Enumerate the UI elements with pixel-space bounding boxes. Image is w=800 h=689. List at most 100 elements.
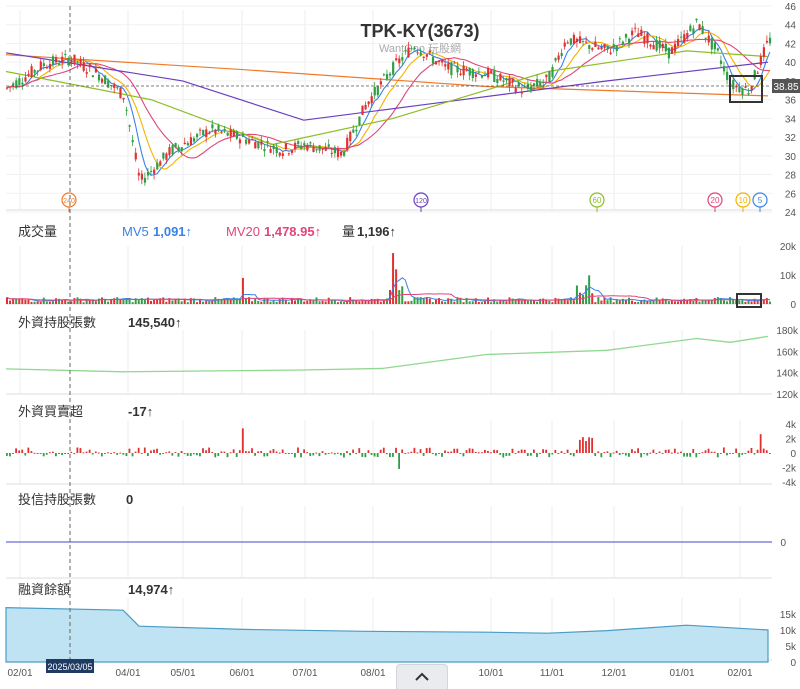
volume-bar [21, 298, 24, 304]
candle-body [330, 152, 333, 154]
volume-bar [517, 298, 520, 304]
candle-body [263, 149, 266, 152]
volume-bar [315, 297, 318, 304]
candle-body [64, 53, 67, 55]
volume-bar [591, 293, 594, 304]
ma240-line [5, 54, 769, 97]
candle-body [315, 148, 318, 151]
volume-panel: 成交量 MV5 1,091↑ MV20 1,478.95↑ 量 1,196↑ 2… [6, 224, 797, 311]
volume-bar [459, 297, 462, 304]
volume-bar [162, 297, 165, 304]
foreign-net-bar [254, 453, 256, 456]
candle-body [416, 52, 419, 54]
foreign-net-bar [226, 453, 229, 458]
foreign-net-bar [159, 453, 161, 455]
candle-body [45, 67, 49, 69]
foreign-net-bar [689, 453, 692, 457]
foreign-holdings-axis: 180k 160k 140k 120k [776, 326, 799, 401]
foreign-net-bar [199, 453, 201, 457]
price-tick-label: 40 [785, 58, 797, 69]
margin-tick-label: 0 [790, 658, 796, 669]
volume-bar [612, 302, 615, 304]
volume-bar [205, 301, 208, 304]
candle-body [493, 70, 496, 82]
volume-bar [505, 301, 508, 304]
volume-bar [287, 302, 290, 304]
foreign-net-bar [652, 449, 655, 453]
volume-bar [260, 301, 263, 304]
candle-body [275, 147, 278, 154]
volume-bar [192, 298, 195, 304]
volume-bar [453, 301, 456, 304]
foreign-net-bar [560, 451, 563, 453]
foreign-net-bar [621, 452, 624, 454]
candle-body [707, 35, 710, 43]
candle-body [358, 116, 361, 125]
volume-bar [658, 300, 661, 304]
candle-body [768, 37, 772, 44]
candle-body [290, 150, 294, 153]
volume-bar [692, 300, 695, 304]
marker-label: 240 [63, 198, 75, 205]
foreign-net-bar [704, 450, 707, 453]
foreign-net-bar [168, 451, 171, 453]
volume-bar [336, 302, 339, 304]
candle-body [79, 59, 82, 65]
volume-bar [631, 300, 634, 304]
foreign-net-bar [729, 453, 731, 454]
volume-bar [722, 300, 725, 304]
scroll-up-button[interactable] [396, 664, 448, 689]
candle-body [312, 147, 315, 152]
mv20-label: MV20 [226, 224, 260, 239]
foreign-net-bar [649, 452, 652, 454]
foreign-net-bar [339, 453, 342, 456]
candle-body [97, 74, 101, 81]
volume-bar [597, 297, 600, 304]
volume-bar [94, 301, 97, 304]
margin-balance-title: 融資餘額 [18, 582, 70, 597]
candle-body [468, 67, 471, 76]
foreign-net-bar [511, 448, 514, 453]
volume-bar [223, 298, 226, 304]
volume-bar [294, 300, 297, 304]
marker-circle [707, 192, 723, 208]
candle-body [21, 82, 24, 85]
candle-body [186, 143, 189, 146]
volume-bar [18, 298, 21, 304]
foreign-net-bar [119, 452, 122, 454]
volume-bar [278, 299, 281, 304]
foreign-net-bar [257, 451, 260, 453]
candle-body [389, 73, 392, 76]
foreign-net-bar [361, 453, 364, 457]
candle-body [765, 40, 769, 43]
volume-bar [48, 301, 51, 304]
candle-body [395, 58, 398, 61]
foreign-net-bar [692, 449, 695, 453]
volume-bar [428, 298, 431, 304]
volume-bar [300, 299, 303, 304]
candle-body [422, 56, 425, 58]
foreign-net-bar [600, 453, 603, 458]
volume-bar [609, 297, 612, 304]
candle-body [533, 83, 536, 86]
candle-body [232, 131, 235, 137]
foreign-net-bar [585, 441, 587, 453]
foreign-net-bar [229, 452, 232, 454]
foreign-net-bar [382, 447, 385, 453]
volume-bar [533, 300, 536, 304]
candle-body [722, 66, 726, 72]
candle-body [735, 85, 738, 88]
foreign-net-bar [266, 453, 269, 457]
candle-body [392, 62, 395, 75]
candle-body [100, 78, 104, 83]
volume-bar [202, 301, 205, 304]
volume-bar [468, 301, 471, 304]
volume-bar [85, 299, 88, 304]
price-tick-label: 32 [785, 133, 797, 144]
foreign-net-title: 外資買賣超 [18, 404, 83, 419]
marker-circle [735, 192, 751, 208]
volume-bar [655, 297, 658, 304]
candle-body [637, 33, 640, 38]
foreign-net-bar [18, 450, 21, 453]
